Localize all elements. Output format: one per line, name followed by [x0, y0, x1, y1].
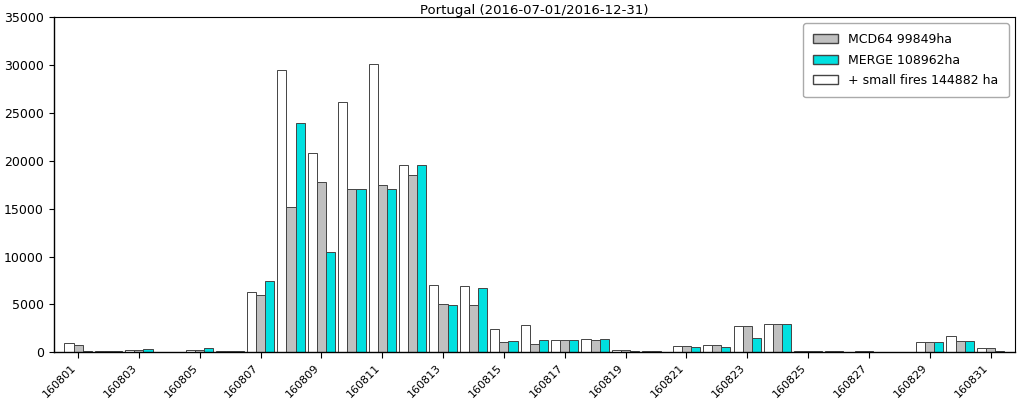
Bar	[691, 347, 700, 352]
Bar	[752, 338, 761, 352]
Bar	[925, 342, 934, 352]
Bar	[387, 189, 396, 352]
Bar	[338, 102, 347, 352]
Bar	[429, 285, 438, 352]
Bar	[225, 351, 234, 352]
Bar	[326, 252, 335, 352]
Bar	[408, 175, 417, 352]
Bar	[186, 349, 196, 352]
Bar	[956, 341, 965, 352]
Bar	[570, 340, 579, 352]
Bar	[499, 342, 508, 352]
Bar	[764, 324, 773, 352]
Bar	[399, 164, 408, 352]
Legend: MCD64 99849ha, MERGE 108962ha, + small fires 144882 ha: MCD64 99849ha, MERGE 108962ha, + small f…	[803, 23, 1009, 97]
Bar	[947, 336, 956, 352]
Bar	[996, 351, 1004, 352]
Bar	[986, 347, 996, 352]
Bar	[611, 350, 621, 352]
Bar	[104, 351, 113, 352]
Bar	[551, 340, 560, 352]
Bar	[196, 349, 205, 352]
Bar	[682, 346, 691, 352]
Bar	[95, 351, 104, 352]
Bar	[417, 166, 426, 352]
Bar	[965, 341, 974, 352]
Bar	[64, 343, 73, 352]
Bar	[478, 288, 487, 352]
Bar	[916, 342, 925, 352]
Bar	[438, 305, 447, 352]
Bar	[630, 351, 639, 352]
Bar	[286, 207, 296, 352]
Bar	[642, 351, 651, 352]
Bar	[144, 349, 153, 352]
Bar	[582, 339, 591, 352]
Bar	[216, 351, 225, 352]
Bar	[824, 351, 834, 352]
Bar	[934, 342, 944, 352]
Bar	[378, 185, 387, 352]
Bar	[113, 351, 122, 352]
Bar	[560, 340, 570, 352]
Bar	[591, 340, 600, 352]
Bar	[135, 350, 144, 352]
Bar	[834, 351, 843, 352]
Bar	[712, 345, 721, 352]
Title: Portugal (2016-07-01/2016-12-31): Portugal (2016-07-01/2016-12-31)	[420, 4, 648, 17]
Bar	[308, 153, 317, 352]
Bar	[600, 339, 608, 352]
Bar	[743, 326, 752, 352]
Bar	[521, 324, 530, 352]
Bar	[357, 189, 366, 352]
Bar	[73, 345, 83, 352]
Bar	[347, 189, 357, 352]
Bar	[369, 64, 378, 352]
Bar	[447, 305, 457, 352]
Bar	[508, 341, 518, 352]
Bar	[864, 351, 873, 352]
Bar	[721, 347, 731, 352]
Bar	[783, 324, 792, 352]
Bar	[205, 347, 213, 352]
Bar	[256, 295, 265, 352]
Bar	[812, 351, 821, 352]
Bar	[125, 350, 135, 352]
Bar	[621, 350, 630, 352]
Bar	[234, 351, 244, 352]
Bar	[651, 351, 660, 352]
Bar	[795, 351, 803, 352]
Bar	[469, 305, 478, 352]
Bar	[317, 182, 326, 352]
Bar	[673, 346, 682, 352]
Bar	[855, 351, 864, 352]
Bar	[530, 344, 539, 352]
Bar	[265, 280, 274, 352]
Bar	[247, 292, 256, 352]
Bar	[539, 340, 548, 352]
Bar	[490, 329, 499, 352]
Bar	[703, 345, 712, 352]
Bar	[803, 351, 812, 352]
Bar	[734, 326, 743, 352]
Bar	[296, 123, 305, 352]
Bar	[277, 69, 286, 352]
Bar	[460, 286, 469, 352]
Bar	[83, 351, 92, 352]
Bar	[977, 347, 986, 352]
Bar	[773, 324, 783, 352]
